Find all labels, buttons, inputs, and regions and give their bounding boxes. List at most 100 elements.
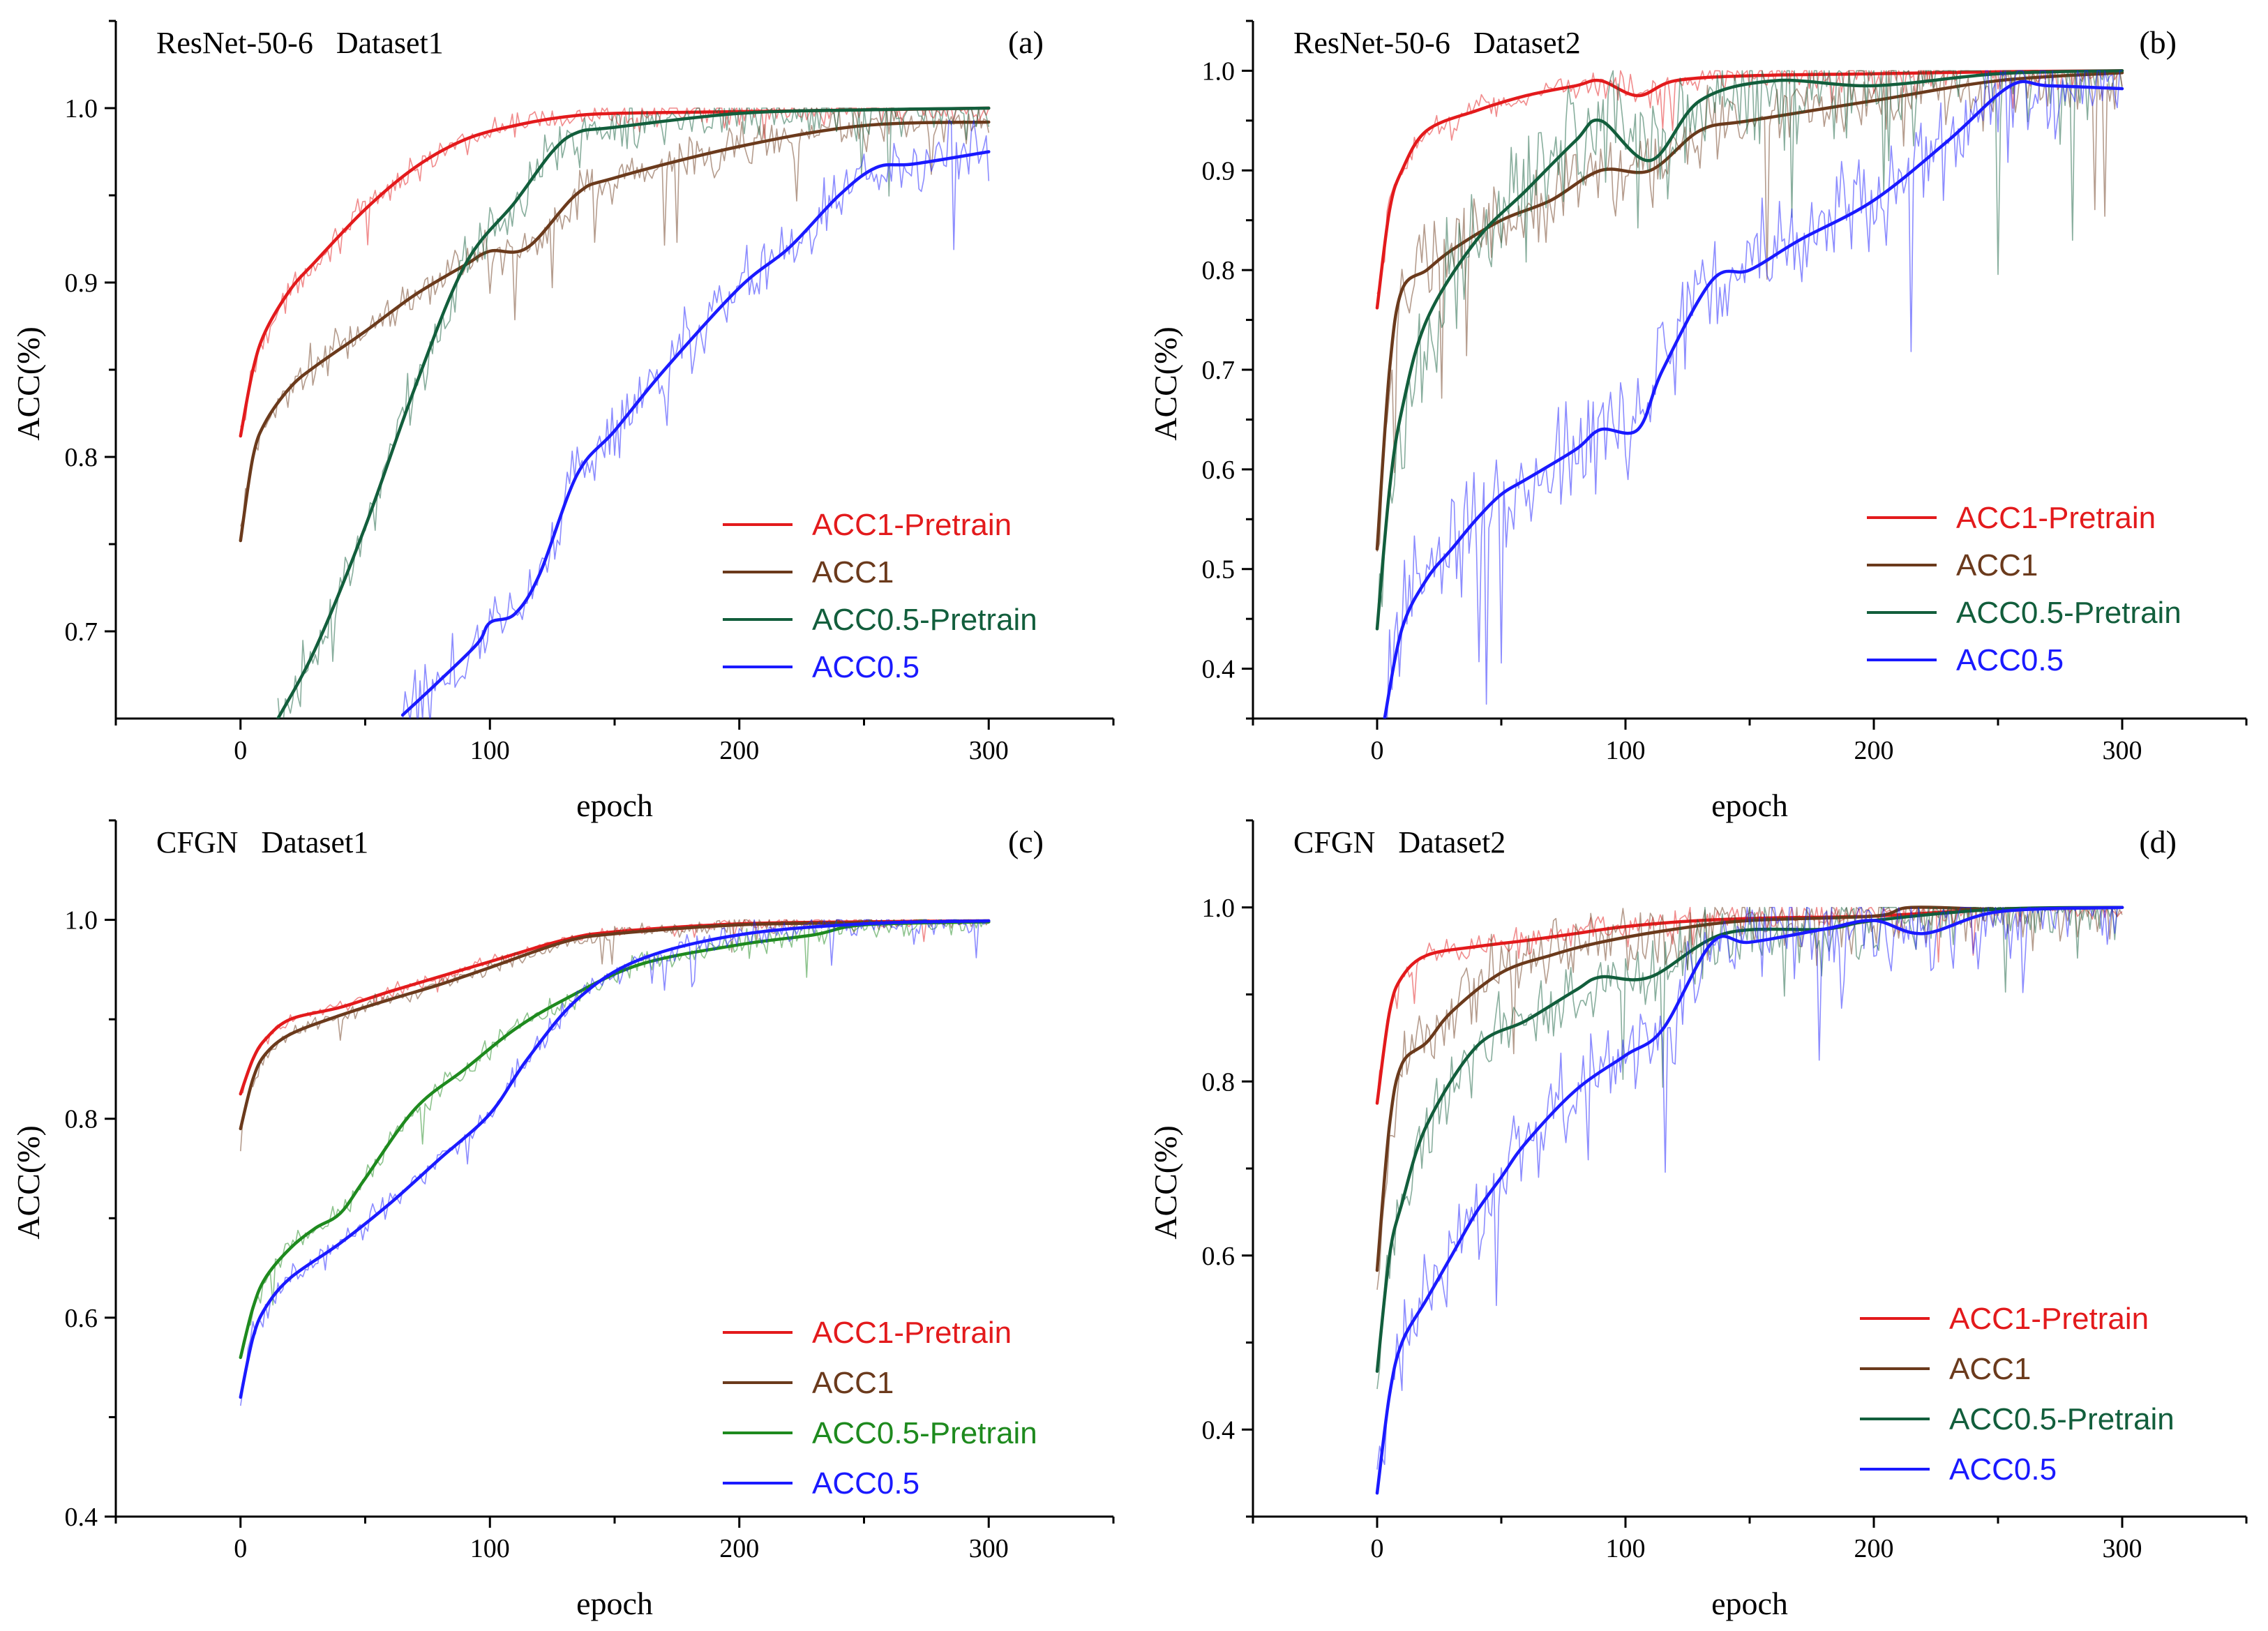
y-tick-label: 1.0 bbox=[1202, 894, 1236, 923]
series-line-acc0-5-pretrain bbox=[1375, 905, 2124, 1373]
legend-label: ACC1-Pretrain bbox=[812, 508, 1012, 542]
legend-label: ACC0.5 bbox=[812, 650, 919, 684]
y-axis-title: ACC(%) bbox=[1148, 326, 1183, 441]
series-raw-acc1-pretrain bbox=[1376, 907, 2123, 1098]
series-line-acc1-pretrain bbox=[1375, 69, 2124, 310]
legend-label: ACC0.5-Pretrain bbox=[812, 1416, 1037, 1450]
legend-label: ACC1-Pretrain bbox=[812, 1316, 1012, 1350]
y-tick-label: 0.7 bbox=[65, 617, 98, 647]
series-line-acc1 bbox=[1375, 71, 2124, 551]
series-raw-acc1 bbox=[240, 107, 990, 527]
series-line-acc0-5 bbox=[400, 150, 991, 717]
x-tick-label: 0 bbox=[1371, 736, 1384, 765]
series-raw-acc0-5-pretrain bbox=[1376, 907, 2122, 1390]
y-tick-label: 0.9 bbox=[1202, 156, 1236, 186]
x-tick-label: 200 bbox=[1854, 1534, 1894, 1563]
legend-label: ACC0.5 bbox=[1956, 643, 2064, 677]
plot-area bbox=[1375, 905, 2124, 1495]
x-tick-label: 300 bbox=[2103, 1534, 2142, 1563]
series-raw-acc0-5 bbox=[240, 919, 989, 1406]
legend: ACC1-Pretrain ACC1 ACC0.5-Pretrain ACC0.5 bbox=[723, 1316, 1037, 1501]
y-tick-label: 0.9 bbox=[65, 269, 98, 298]
x-tick-label: 100 bbox=[470, 736, 510, 765]
y-tick-label: 0.8 bbox=[1202, 256, 1236, 285]
x-tick-label: 100 bbox=[1606, 1534, 1646, 1563]
y-tick-label: 0.8 bbox=[65, 443, 98, 472]
legend-label: ACC1 bbox=[812, 555, 894, 589]
y-axis-title: ACC(%) bbox=[10, 1125, 46, 1240]
chart-panel-c: 0 100 200 300 0.4 0.6 0.8 1.0 epoch ACC(%) CFGN Da… bbox=[10, 819, 1115, 1621]
plot-area bbox=[239, 919, 991, 1406]
y-axis-title: ACC(%) bbox=[10, 326, 46, 441]
x-tick-label: 300 bbox=[969, 1534, 1009, 1563]
panel-letter: (b) bbox=[2139, 24, 2177, 60]
x-tick-label: 100 bbox=[1606, 736, 1646, 765]
plot-area bbox=[1375, 69, 2124, 719]
series-line-acc1-pretrain bbox=[239, 106, 991, 438]
chart-panel-a: 0 100 200 300 0.7 0.8 0.9 1.0 epoch ACC(%) ResNet-… bbox=[10, 20, 1115, 823]
panel-title: ResNet-50-6 Dataset2 bbox=[1293, 26, 1581, 60]
series-raw-acc0-5 bbox=[1383, 70, 2122, 719]
y-tick-label: 0.5 bbox=[1202, 555, 1236, 585]
y-tick-label: 0.7 bbox=[1202, 356, 1236, 385]
legend: ACC1-Pretrain ACC1 ACC0.5-Pretrain ACC0.5 bbox=[1860, 1302, 2175, 1487]
y-tick-label: 1.0 bbox=[1202, 57, 1236, 86]
panel-letter: (a) bbox=[1008, 24, 1044, 60]
chart-panel-d: 0 100 200 300 0.4 0.6 0.8 1.0 epoch ACC(%) CFGN Da… bbox=[1148, 819, 2248, 1621]
y-tick-label: 0.8 bbox=[65, 1105, 98, 1134]
panel-title: CFGN Dataset2 bbox=[1293, 825, 1505, 859]
series-line-acc0-5 bbox=[1375, 905, 2124, 1495]
legend-label: ACC1-Pretrain bbox=[1956, 501, 2156, 535]
x-axis-title: epoch bbox=[576, 1586, 653, 1621]
y-tick-label: 1.0 bbox=[65, 906, 98, 935]
legend-label: ACC0.5-Pretrain bbox=[1949, 1402, 2175, 1436]
legend-label: ACC0.5-Pretrain bbox=[812, 603, 1037, 637]
series-line-acc1 bbox=[239, 920, 991, 1131]
series-raw-acc0-5-pretrain bbox=[1376, 70, 2123, 630]
y-tick-label: 0.6 bbox=[1202, 456, 1236, 485]
x-tick-label: 200 bbox=[719, 736, 759, 765]
y-tick-label: 0.4 bbox=[1202, 1415, 1236, 1445]
legend-label: ACC1 bbox=[812, 1366, 894, 1400]
y-tick-label: 0.6 bbox=[65, 1304, 98, 1333]
x-axis-title: epoch bbox=[1711, 1586, 1788, 1621]
series-line-acc0-5 bbox=[239, 919, 991, 1399]
series-raw-acc0-5 bbox=[402, 119, 990, 719]
panel-letter: (d) bbox=[2139, 824, 2177, 859]
legend-label: ACC1 bbox=[1949, 1352, 2031, 1386]
panel-title: CFGN Dataset1 bbox=[156, 825, 368, 859]
x-tick-label: 300 bbox=[2103, 736, 2142, 765]
series-raw-acc0-5 bbox=[1376, 907, 2122, 1470]
panel-title: ResNet-50-6 Dataset1 bbox=[156, 26, 444, 60]
series-line-acc0-5-pretrain bbox=[276, 106, 991, 719]
series-line-acc1-pretrain bbox=[1375, 905, 2124, 1105]
x-tick-label: 200 bbox=[719, 1534, 759, 1563]
legend-label: ACC0.5-Pretrain bbox=[1956, 596, 2181, 630]
x-axis-title: epoch bbox=[1711, 788, 1788, 823]
y-tick-label: 0.4 bbox=[65, 1503, 98, 1532]
series-raw-acc1-pretrain bbox=[1376, 70, 2123, 294]
legend: ACC1-Pretrain ACC1 ACC0.5-Pretrain ACC0.5 bbox=[723, 508, 1037, 684]
y-tick-label: 0.8 bbox=[1202, 1067, 1236, 1097]
legend: ACC1-Pretrain ACC1 ACC0.5-Pretrain ACC0.5 bbox=[1867, 501, 2181, 677]
series-line-acc1 bbox=[1375, 905, 2124, 1272]
series-raw-acc0-5-pretrain bbox=[240, 919, 989, 1355]
series-line-acc0-5 bbox=[1383, 80, 2124, 719]
panel-letter: (c) bbox=[1008, 824, 1044, 859]
legend-label: ACC0.5 bbox=[812, 1466, 919, 1501]
y-axis-title: ACC(%) bbox=[1148, 1125, 1183, 1240]
series-line-acc0-5-pretrain bbox=[1375, 69, 2124, 631]
series-raw-acc1 bbox=[240, 919, 989, 1152]
y-tick-label: 0.6 bbox=[1202, 1242, 1236, 1271]
x-axis-title: epoch bbox=[576, 788, 653, 823]
plot-area bbox=[239, 106, 991, 719]
series-line-acc0-5-pretrain bbox=[239, 920, 991, 1360]
series-raw-acc1 bbox=[1376, 70, 2122, 553]
legend-label: ACC1-Pretrain bbox=[1949, 1302, 2149, 1336]
y-tick-label: 0.4 bbox=[1202, 655, 1236, 684]
x-tick-label: 200 bbox=[1854, 736, 1894, 765]
x-tick-label: 0 bbox=[234, 1534, 247, 1563]
series-line-acc1 bbox=[239, 120, 991, 543]
series-raw-acc1 bbox=[1376, 907, 2123, 1290]
